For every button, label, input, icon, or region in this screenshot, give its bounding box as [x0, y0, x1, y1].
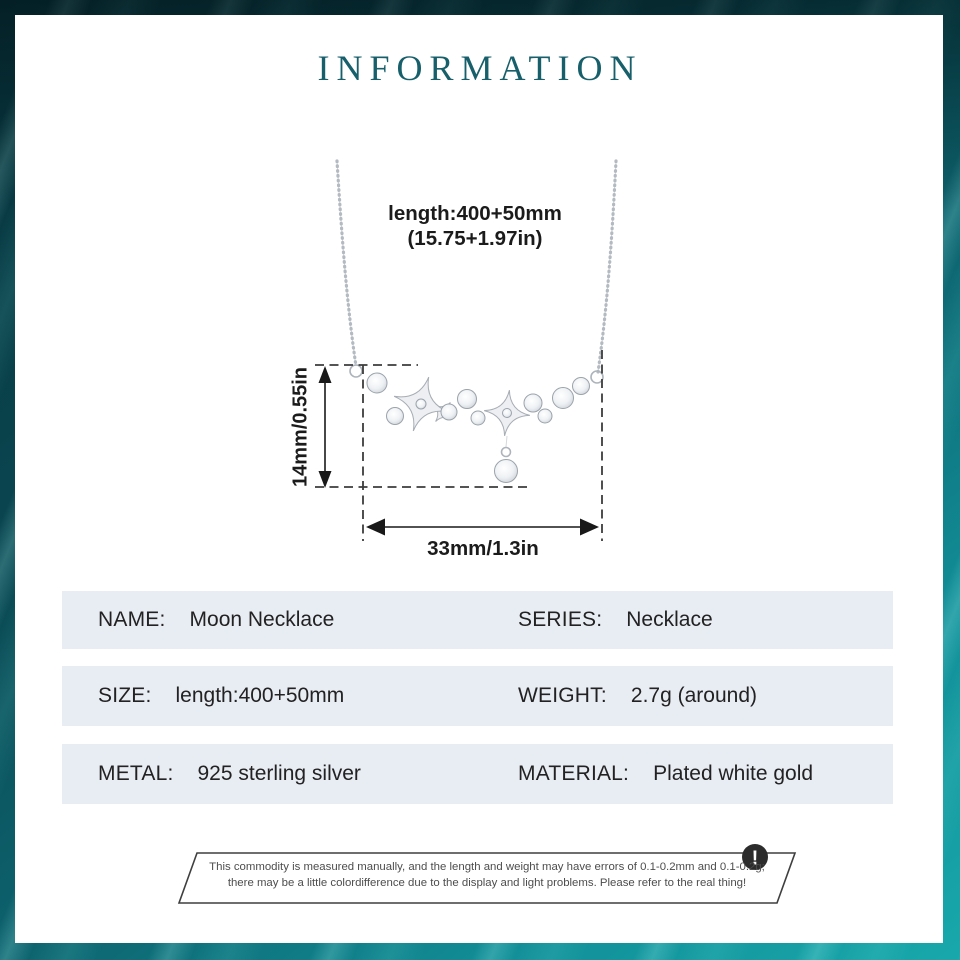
spec-value-weight: 2.7g (around) [630, 684, 757, 707]
spec-cell-size: SIZE: length:400+50mm [98, 684, 344, 708]
spec-label-material: MATERIAL: [518, 762, 630, 785]
spec-label-series: SERIES: [518, 608, 603, 631]
page-title: INFORMATION [317, 48, 643, 88]
spec-row-size-weight: SIZE: length:400+50mm WEIGHT: 2.7g (around… [62, 666, 893, 726]
spec-cell-series: SERIES: Necklace [518, 608, 713, 632]
spec-cell-weight: WEIGHT: 2.7g (around) [518, 684, 757, 708]
spec-label-weight: WEIGHT: [518, 684, 607, 707]
spec-label-size: SIZE: [98, 684, 152, 707]
spec-value-material: Plated white gold [653, 762, 814, 785]
spec-label-name: NAME: [98, 608, 166, 631]
spec-cell-name: NAME: Moon Necklace [98, 608, 334, 632]
pendant-width-label: 33mm/1.3in [427, 537, 539, 560]
spec-value-metal: 925 sterling silver [197, 762, 361, 785]
disclaimer-line1: This commodity is measured manually, and… [209, 861, 765, 873]
spec-value-series: Necklace [626, 608, 713, 631]
spec-cell-metal: METAL: 925 sterling silver [98, 762, 361, 786]
pendant-height-label: 14mm/0.55in [289, 366, 312, 488]
spec-row-name-series: NAME: Moon Necklace SERIES: Necklace [62, 591, 893, 649]
disclaimer-line2: there may be a little colordifference du… [227, 877, 747, 889]
spec-value-name: Moon Necklace [189, 608, 335, 631]
spec-cell-material: MATERIAL: Plated white gold [518, 762, 813, 786]
chain-length-line1: length:400+50mm [388, 202, 562, 225]
spec-label-metal: METAL: [98, 762, 174, 785]
chain-length-label: length:400+50mm (15.75+1.97in) [355, 201, 595, 251]
spec-row-metal-material: METAL: 925 sterling silver MATERIAL: Plate… [62, 744, 893, 804]
spec-value-size: length:400+50mm [175, 684, 345, 707]
chain-length-line2: (15.75+1.97in) [407, 227, 543, 250]
